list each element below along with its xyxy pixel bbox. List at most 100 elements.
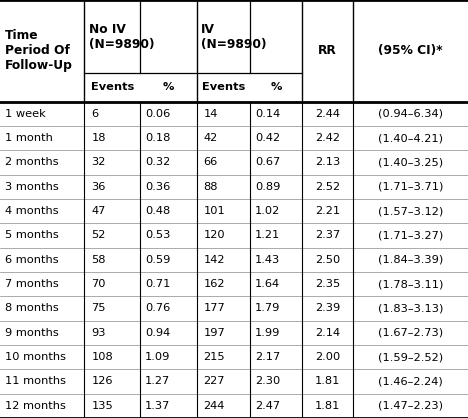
Text: 0.42: 0.42 [255, 133, 280, 143]
Text: 1.79: 1.79 [255, 303, 280, 314]
Text: Time
Period Of
Follow-Up: Time Period Of Follow-Up [5, 29, 73, 72]
Text: 215: 215 [204, 352, 225, 362]
Text: 162: 162 [204, 279, 225, 289]
Text: (1.47–2.23): (1.47–2.23) [378, 401, 443, 411]
Text: 135: 135 [91, 401, 113, 411]
Text: 0.71: 0.71 [145, 279, 170, 289]
Text: 75: 75 [91, 303, 106, 314]
Text: 0.32: 0.32 [145, 158, 170, 168]
Text: 66: 66 [204, 158, 218, 168]
Text: 0.36: 0.36 [145, 182, 170, 192]
Text: RR: RR [318, 44, 337, 57]
Text: 177: 177 [204, 303, 225, 314]
Text: 36: 36 [91, 182, 106, 192]
Text: 120: 120 [204, 230, 225, 240]
Text: 244: 244 [204, 401, 225, 411]
Text: 1.37: 1.37 [145, 401, 170, 411]
Text: (1.67–2.73): (1.67–2.73) [378, 328, 443, 338]
Text: (1.71–3.71): (1.71–3.71) [378, 182, 443, 192]
Text: 1.81: 1.81 [315, 401, 340, 411]
Text: 70: 70 [91, 279, 106, 289]
Text: 197: 197 [204, 328, 225, 338]
Text: 10 months: 10 months [5, 352, 66, 362]
Text: 1.81: 1.81 [315, 377, 340, 387]
Text: 2.00: 2.00 [315, 352, 340, 362]
Text: 1.99: 1.99 [255, 328, 280, 338]
Text: 101: 101 [204, 206, 225, 216]
Text: 227: 227 [204, 377, 225, 387]
Text: 2 months: 2 months [5, 158, 58, 168]
Text: 12 months: 12 months [5, 401, 66, 411]
Text: %: % [163, 82, 174, 92]
Text: 32: 32 [91, 158, 106, 168]
Text: 2.37: 2.37 [315, 230, 340, 240]
Text: 2.44: 2.44 [315, 109, 340, 119]
Text: 1 week: 1 week [5, 109, 45, 119]
Text: 2.42: 2.42 [315, 133, 340, 143]
Text: 0.06: 0.06 [145, 109, 170, 119]
Text: 3 months: 3 months [5, 182, 58, 192]
Text: 2.47: 2.47 [255, 401, 280, 411]
Text: 0.67: 0.67 [255, 158, 280, 168]
Text: (1.40–4.21): (1.40–4.21) [378, 133, 443, 143]
Text: 5 months: 5 months [5, 230, 58, 240]
Text: 1.02: 1.02 [255, 206, 280, 216]
Text: (1.71–3.27): (1.71–3.27) [378, 230, 443, 240]
Text: 88: 88 [204, 182, 218, 192]
Text: Events: Events [91, 82, 134, 92]
Text: 142: 142 [204, 255, 225, 265]
Text: 2.50: 2.50 [315, 255, 340, 265]
Text: 14: 14 [204, 109, 218, 119]
Text: 42: 42 [204, 133, 218, 143]
Text: (1.40–3.25): (1.40–3.25) [378, 158, 443, 168]
Text: Events: Events [202, 82, 245, 92]
Text: (1.59–2.52): (1.59–2.52) [378, 352, 443, 362]
Text: 0.48: 0.48 [145, 206, 170, 216]
Text: 2.52: 2.52 [315, 182, 340, 192]
Text: 2.17: 2.17 [255, 352, 280, 362]
Text: 6: 6 [91, 109, 98, 119]
Text: 0.76: 0.76 [145, 303, 170, 314]
Text: 7 months: 7 months [5, 279, 58, 289]
Text: 2.13: 2.13 [315, 158, 340, 168]
Text: 2.35: 2.35 [315, 279, 340, 289]
Text: 2.39: 2.39 [315, 303, 340, 314]
Text: 126: 126 [91, 377, 113, 387]
Text: 9 months: 9 months [5, 328, 58, 338]
Text: 1.43: 1.43 [255, 255, 280, 265]
Text: 0.18: 0.18 [145, 133, 170, 143]
Text: (1.84–3.39): (1.84–3.39) [378, 255, 443, 265]
Text: (95% CI)*: (95% CI)* [378, 44, 443, 57]
Text: 1 month: 1 month [5, 133, 52, 143]
Text: 108: 108 [91, 352, 113, 362]
Text: 2.30: 2.30 [255, 377, 280, 387]
Text: 52: 52 [91, 230, 106, 240]
Text: (1.57–3.12): (1.57–3.12) [378, 206, 443, 216]
Text: 1.09: 1.09 [145, 352, 170, 362]
Text: 4 months: 4 months [5, 206, 58, 216]
Text: 0.94: 0.94 [145, 328, 170, 338]
Text: 2.21: 2.21 [315, 206, 340, 216]
Text: %: % [271, 82, 282, 92]
Text: 0.53: 0.53 [145, 230, 170, 240]
Text: 1.27: 1.27 [145, 377, 170, 387]
Text: 58: 58 [91, 255, 106, 265]
Text: 1.21: 1.21 [255, 230, 280, 240]
Text: 18: 18 [91, 133, 106, 143]
Text: 8 months: 8 months [5, 303, 58, 314]
Text: IV
(N=9890): IV (N=9890) [201, 23, 267, 51]
Text: 47: 47 [91, 206, 106, 216]
Text: 0.59: 0.59 [145, 255, 170, 265]
Text: 0.89: 0.89 [255, 182, 280, 192]
Text: (1.78–3.11): (1.78–3.11) [378, 279, 443, 289]
Text: 11 months: 11 months [5, 377, 66, 387]
Text: (1.46–2.24): (1.46–2.24) [378, 377, 443, 387]
Text: 1.64: 1.64 [255, 279, 280, 289]
Text: (0.94–6.34): (0.94–6.34) [378, 109, 443, 119]
Text: No IV
(N=9890): No IV (N=9890) [89, 23, 154, 51]
Text: 2.14: 2.14 [315, 328, 340, 338]
Text: 6 months: 6 months [5, 255, 58, 265]
Text: (1.83–3.13): (1.83–3.13) [378, 303, 443, 314]
Text: 0.14: 0.14 [255, 109, 280, 119]
Text: 93: 93 [91, 328, 106, 338]
